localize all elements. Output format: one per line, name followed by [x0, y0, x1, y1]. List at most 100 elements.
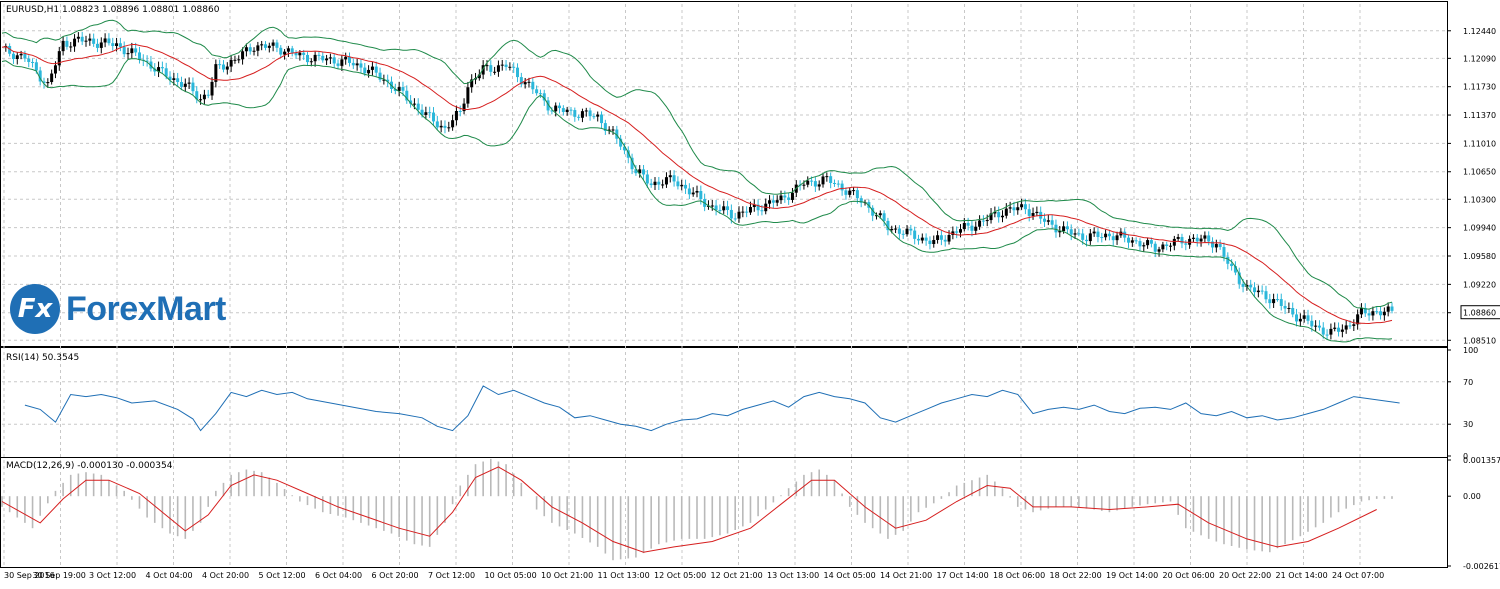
candle-body [80, 36, 84, 42]
candle-body [233, 59, 237, 61]
candle-body [279, 47, 283, 55]
candle-body [1172, 238, 1176, 246]
candle-body [978, 220, 982, 227]
candle-body [516, 67, 520, 78]
candle-body [344, 56, 348, 60]
candle-body [737, 211, 741, 219]
candle-body [23, 53, 27, 59]
candle-body [810, 180, 814, 182]
candle-body [745, 211, 749, 213]
candle-body [668, 175, 672, 178]
candle-body [1138, 241, 1142, 247]
candle-body [1291, 307, 1295, 315]
candle-body [428, 112, 432, 114]
candle-body [1356, 314, 1360, 325]
y-tick-label: 1.11370 [1463, 111, 1496, 120]
candle-body [718, 209, 722, 211]
candle-body [1035, 211, 1039, 214]
candle-body [73, 38, 77, 47]
candle-body [1157, 249, 1161, 252]
candle-body [577, 116, 581, 118]
candle-body [130, 48, 134, 54]
x-tick-label: 17 Oct 14:00 [937, 571, 989, 580]
candle-body [1191, 237, 1195, 239]
candle-body [1161, 244, 1165, 250]
candle-body [65, 40, 69, 47]
candle-body [1359, 307, 1363, 315]
candle-body [496, 65, 500, 72]
candle-body [596, 114, 600, 117]
candle-body [852, 190, 856, 192]
candle-body [1379, 311, 1383, 316]
candle-body [985, 220, 989, 222]
candle-body [50, 73, 54, 83]
candle-body [31, 61, 35, 63]
candle-body [836, 183, 840, 185]
y-tick-label: 1.12440 [1463, 27, 1496, 36]
candle-body [1306, 315, 1310, 321]
candle-body [1333, 327, 1337, 329]
x-tick-label: 6 Oct 04:00 [315, 571, 362, 580]
macd-tick-label: 0.00 [1463, 492, 1481, 501]
candle-body [1012, 207, 1016, 211]
candle-body [447, 127, 451, 129]
macd-tick-label: 0.001357 [1463, 456, 1500, 465]
current-price-box [1460, 305, 1500, 320]
candle-body [34, 62, 38, 71]
candle-body [748, 207, 752, 213]
candle-body [1027, 209, 1031, 216]
candle-body [1375, 311, 1379, 313]
candle-body [970, 225, 974, 231]
candle-body [462, 103, 466, 112]
candle-body [160, 67, 164, 69]
candle-body [550, 110, 554, 112]
candle-body [470, 79, 474, 88]
candle-body [397, 87, 401, 91]
candle-body [932, 239, 936, 245]
candle-body [115, 43, 119, 46]
candle-body [1264, 291, 1268, 300]
candle-body [1081, 233, 1085, 240]
candle-body [504, 64, 508, 67]
y-tick-label: 1.08510 [1463, 336, 1496, 345]
candle-body [367, 69, 371, 74]
candle-body [99, 42, 103, 48]
candle-body [787, 197, 791, 200]
candle-body [580, 111, 584, 118]
candle-body [393, 88, 397, 91]
price-panel [1, 19, 1394, 343]
candle-body [684, 184, 688, 189]
macd-tick-label: -0.002617 [1463, 562, 1500, 571]
candle-body [840, 183, 844, 191]
candle-body [1077, 233, 1081, 235]
candle-body [466, 87, 470, 104]
x-tick-label: 4 Oct 20:00 [202, 571, 249, 580]
candle-body [1004, 208, 1008, 216]
candle-body [1176, 237, 1180, 239]
candle-body [1104, 233, 1108, 238]
candle-body [432, 112, 436, 122]
candle-body [351, 62, 355, 66]
candle-body [642, 169, 646, 175]
candle-body [481, 65, 485, 75]
logo-badge: Fx [10, 284, 60, 334]
candle-body [325, 58, 329, 61]
candle-body [1207, 235, 1211, 242]
candle-body [825, 176, 829, 178]
bollinger-lower-band [1, 58, 1393, 343]
candle-body [305, 54, 309, 63]
candle-body [443, 125, 447, 128]
candle-body [653, 181, 657, 186]
candle-body [1337, 327, 1341, 332]
candle-body [913, 230, 917, 239]
rsi-tick-label: 30 [1463, 420, 1473, 429]
candle-body [790, 192, 794, 200]
candle-body [1203, 235, 1207, 239]
candle-body [817, 184, 821, 187]
candle-body [1363, 307, 1367, 314]
candle-body [882, 213, 886, 221]
x-tick-label: 18 Oct 22:00 [1050, 571, 1102, 580]
candle-body [1020, 204, 1024, 208]
candle-body [225, 66, 229, 70]
candle-body [202, 94, 206, 100]
